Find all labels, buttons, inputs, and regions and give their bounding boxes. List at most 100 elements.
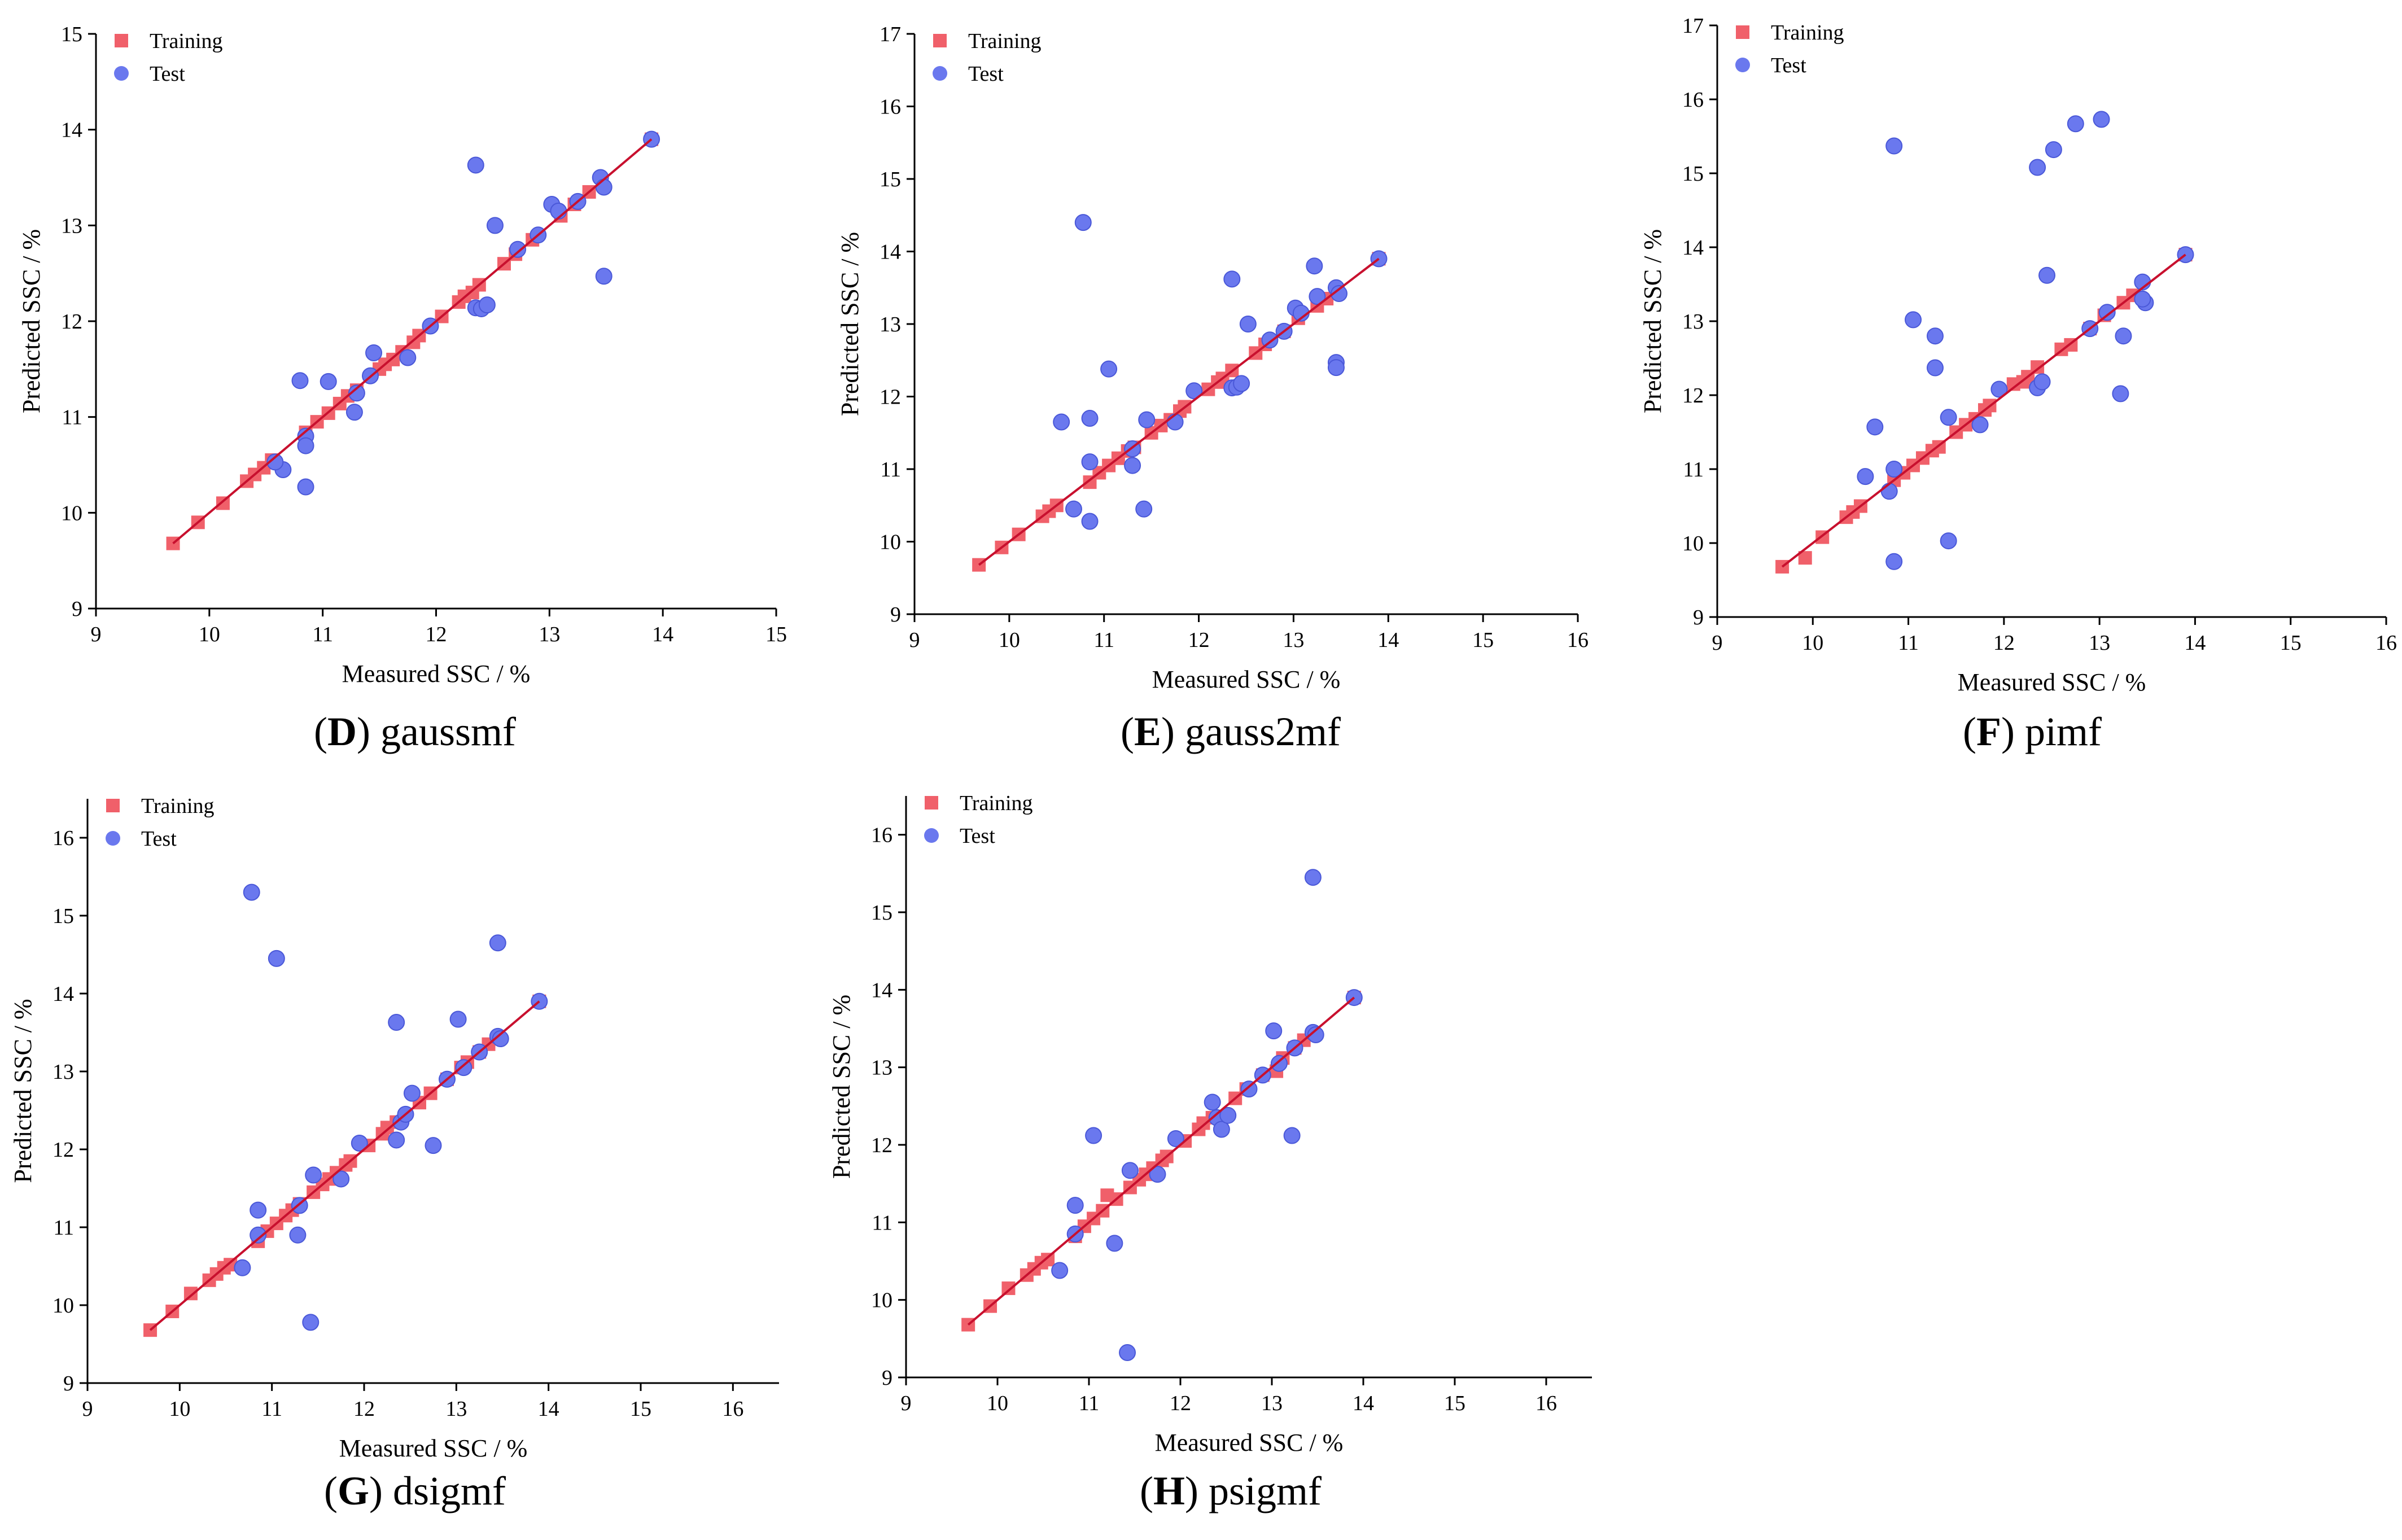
x-tick-label: 12	[1993, 631, 2015, 655]
caption-close-paren: )	[1161, 709, 1185, 754]
y-tick-label: 15	[880, 168, 901, 191]
test-point	[1926, 359, 1944, 377]
legend-test-marker	[924, 828, 939, 843]
test-point	[1880, 483, 1898, 500]
test-point	[1223, 270, 1241, 288]
test-point	[2033, 373, 2051, 391]
y-tick-label: 16	[880, 95, 901, 119]
test-point	[1066, 1197, 1084, 1214]
test-point	[2098, 304, 2116, 321]
test-point	[1100, 360, 1118, 378]
test-point	[348, 384, 365, 402]
panel-caption: (F) pimf	[1963, 709, 2102, 754]
test-point	[2029, 159, 2046, 176]
test-point	[2112, 385, 2129, 403]
x-tick-label: 12	[426, 623, 447, 646]
caption-letter: F	[1976, 709, 2001, 754]
x-tick-label: 11	[261, 1397, 282, 1421]
x-tick-label: 10	[1802, 631, 1823, 655]
test-point	[1106, 1235, 1123, 1252]
x-tick-label: 9	[909, 628, 920, 652]
caption-letter: E	[1134, 709, 1161, 754]
legend-training-label: Training	[968, 29, 1042, 53]
panel-caption: (G) dsigmf	[324, 1468, 506, 1513]
y-tick-label: 11	[53, 1216, 74, 1240]
test-point	[302, 1314, 320, 1331]
chart-panel-F: 9 10 11 12 13 14 15 16 9 10 11 12 13 14 15 16 17 Measured…	[1639, 14, 2397, 754]
y-tick-label: 10	[880, 531, 901, 554]
x-tick-label: 10	[169, 1397, 190, 1421]
y-tick-label: 15	[52, 904, 74, 928]
y-tick-label: 9	[1693, 606, 1704, 629]
chart-panel-D: 9 10 11 12 13 14 15 9 10 11 12 13 14 15 Measured SSC /…	[17, 23, 787, 754]
caption-name: dsigmf	[393, 1468, 506, 1513]
test-point	[1051, 1262, 1069, 1279]
legend-test-label: Test	[968, 62, 1004, 86]
test-point	[1065, 500, 1082, 518]
test-point	[1309, 288, 1326, 305]
training-point	[1001, 1281, 1016, 1296]
caption-name: psigmf	[1209, 1468, 1322, 1513]
test-point	[1185, 382, 1203, 400]
caption-open-paren: (	[314, 709, 327, 754]
x-tick-label: 14	[2184, 631, 2206, 655]
y-tick-label: 14	[1682, 236, 1704, 260]
y-axis-title: Predicted SSC / %	[17, 229, 45, 413]
x-tick-label: 15	[765, 623, 787, 646]
x-tick-label: 12	[1170, 1392, 1191, 1415]
legend-training-label: Training	[1771, 21, 1844, 45]
fit-line	[978, 257, 1380, 566]
x-axis-title: Measured SSC / %	[1155, 1429, 1344, 1456]
test-point	[1940, 532, 1957, 550]
legend-test-marker	[114, 66, 129, 81]
test-point	[388, 1131, 405, 1149]
test-point	[1940, 409, 1957, 426]
test-point	[1233, 375, 1250, 392]
test-point	[1121, 1162, 1139, 1179]
legend-test-label: Test	[141, 827, 177, 851]
x-tick-label: 16	[1535, 1392, 1557, 1415]
chart-panel-G: 9 10 11 12 13 14 15 16 9 10 11 12 13 14 15 16 Measured S…	[9, 794, 779, 1513]
test-point	[243, 883, 260, 901]
caption-name: gauss2mf	[1185, 709, 1341, 754]
caption-open-paren: (	[1121, 709, 1134, 754]
training-point	[1041, 1253, 1055, 1267]
x-tick-label: 12	[353, 1397, 375, 1421]
legend-training-marker	[1736, 25, 1749, 39]
test-point	[297, 478, 314, 496]
test-point	[1265, 1022, 1283, 1040]
test-point	[305, 1166, 322, 1184]
test-point	[1240, 1080, 1258, 1098]
test-point	[478, 296, 496, 314]
test-point	[1990, 380, 2008, 398]
legend-test-marker	[1735, 58, 1750, 72]
test-point	[509, 240, 527, 258]
y-tick-label: 16	[52, 826, 74, 850]
test-point	[345, 404, 363, 421]
y-tick-label: 17	[1682, 14, 1704, 38]
caption-letter: H	[1153, 1468, 1185, 1513]
y-tick-label: 14	[871, 978, 892, 1002]
test-point	[2045, 141, 2062, 159]
fit-line	[172, 138, 653, 545]
test-point	[455, 1059, 472, 1077]
y-tick-label: 11	[880, 458, 901, 482]
test-point	[1219, 1106, 1237, 1124]
test-point	[268, 950, 285, 967]
legend-training-label: Training	[141, 794, 215, 818]
y-axis-title: Predicted SSC / %	[1639, 229, 1666, 413]
x-tick-label: 9	[91, 623, 102, 646]
x-tick-label: 11	[1093, 628, 1114, 652]
test-point	[1307, 1026, 1324, 1043]
test-point	[595, 268, 612, 285]
test-point	[1304, 869, 1322, 886]
test-point	[291, 372, 309, 390]
y-axis-title: Predicted SSC / %	[9, 999, 37, 1183]
test-point	[2115, 327, 2132, 345]
x-tick-label: 11	[1898, 631, 1919, 655]
x-axis-title: Measured SSC / %	[339, 1434, 528, 1462]
y-tick-label: 13	[871, 1056, 892, 1080]
y-tick-label: 15	[1682, 162, 1704, 186]
test-point	[449, 1010, 467, 1028]
x-tick-label: 10	[987, 1392, 1008, 1415]
